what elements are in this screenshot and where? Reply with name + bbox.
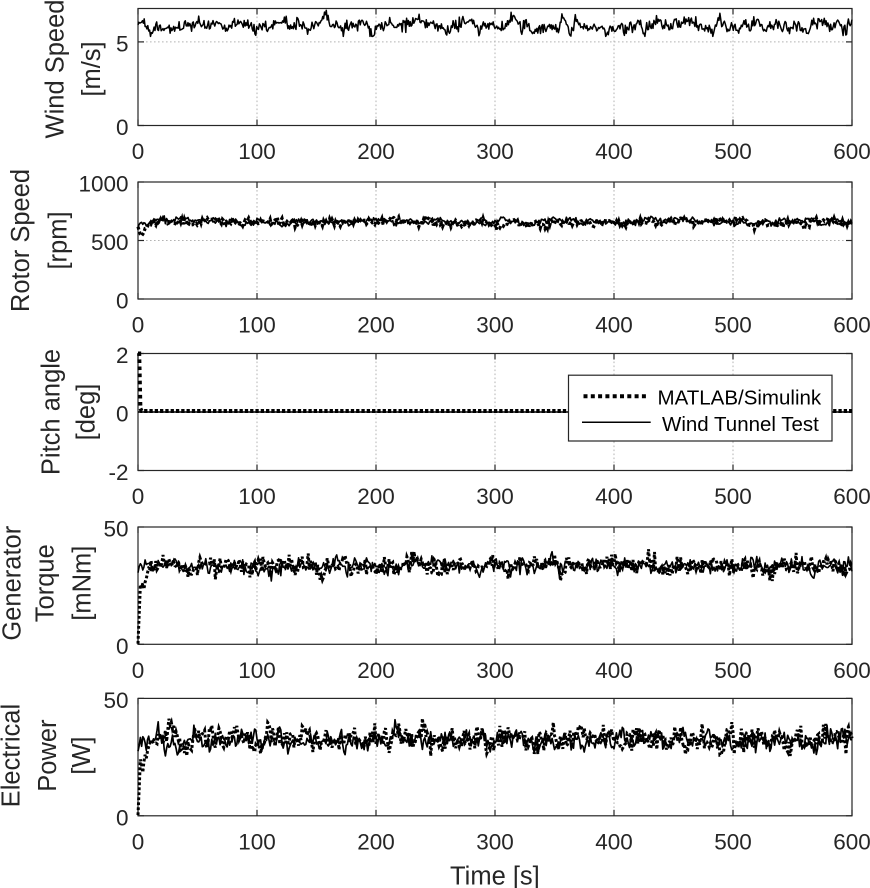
svg-text:100: 100 [238,830,276,855]
svg-text:200: 200 [357,484,395,509]
svg-text:300: 300 [476,658,514,683]
svg-text:300: 300 [476,139,514,164]
svg-text:[mNm]: [mNm] [69,546,97,621]
svg-text:100: 100 [238,658,276,683]
svg-text:100: 100 [238,139,276,164]
svg-text:0: 0 [132,484,145,509]
svg-text:0: 0 [132,139,145,164]
svg-text:[rpm]: [rpm] [44,211,72,269]
svg-text:0: 0 [116,634,129,659]
svg-text:0: 0 [132,658,145,683]
svg-text:600: 600 [833,484,870,509]
svg-text:[m/s]: [m/s] [78,41,106,96]
svg-text:500: 500 [714,139,752,164]
svg-text:0: 0 [116,805,129,830]
svg-text:100: 100 [238,313,276,338]
svg-text:2: 2 [116,343,129,368]
svg-text:Wind Tunnel Test: Wind Tunnel Test [662,413,819,436]
svg-text:400: 400 [595,484,633,509]
svg-text:100: 100 [238,484,276,509]
svg-text:5: 5 [116,32,129,57]
svg-text:500: 500 [714,313,752,338]
svg-text:0: 0 [132,313,145,338]
svg-text:Pitch angle: Pitch angle [38,349,66,475]
svg-text:[deg]: [deg] [73,384,101,441]
svg-text:50: 50 [103,517,128,542]
svg-text:[W]: [W] [68,736,96,774]
svg-text:600: 600 [833,139,870,164]
svg-text:Wind Speed: Wind Speed [42,0,70,138]
svg-text:300: 300 [476,484,514,509]
svg-text:600: 600 [833,313,870,338]
svg-text:400: 400 [595,830,633,855]
svg-text:Electrical: Electrical [0,704,26,807]
svg-text:0: 0 [116,115,129,140]
svg-text:0: 0 [132,830,145,855]
svg-text:-2: -2 [108,460,128,485]
svg-text:Rotor Speed: Rotor Speed [7,169,35,312]
svg-text:600: 600 [833,830,870,855]
svg-text:MATLAB/Simulink: MATLAB/Simulink [658,386,822,409]
svg-text:0: 0 [116,289,129,314]
svg-text:400: 400 [595,139,633,164]
svg-text:Generator: Generator [0,525,27,640]
svg-text:300: 300 [476,313,514,338]
svg-text:500: 500 [714,658,752,683]
svg-text:500: 500 [714,830,752,855]
svg-text:200: 200 [357,313,395,338]
svg-text:500: 500 [714,484,752,509]
svg-text:50: 50 [103,688,128,713]
svg-text:Torque: Torque [32,544,60,622]
svg-text:200: 200 [357,658,395,683]
svg-text:500: 500 [91,230,129,255]
svg-text:Time [s]: Time [s] [450,863,540,888]
svg-text:1000: 1000 [78,172,128,197]
svg-text:0: 0 [116,402,129,427]
svg-text:400: 400 [595,313,633,338]
svg-text:300: 300 [476,830,514,855]
svg-text:400: 400 [595,658,633,683]
svg-text:Power: Power [34,719,62,792]
svg-text:200: 200 [357,139,395,164]
svg-text:600: 600 [833,658,870,683]
svg-text:200: 200 [357,830,395,855]
